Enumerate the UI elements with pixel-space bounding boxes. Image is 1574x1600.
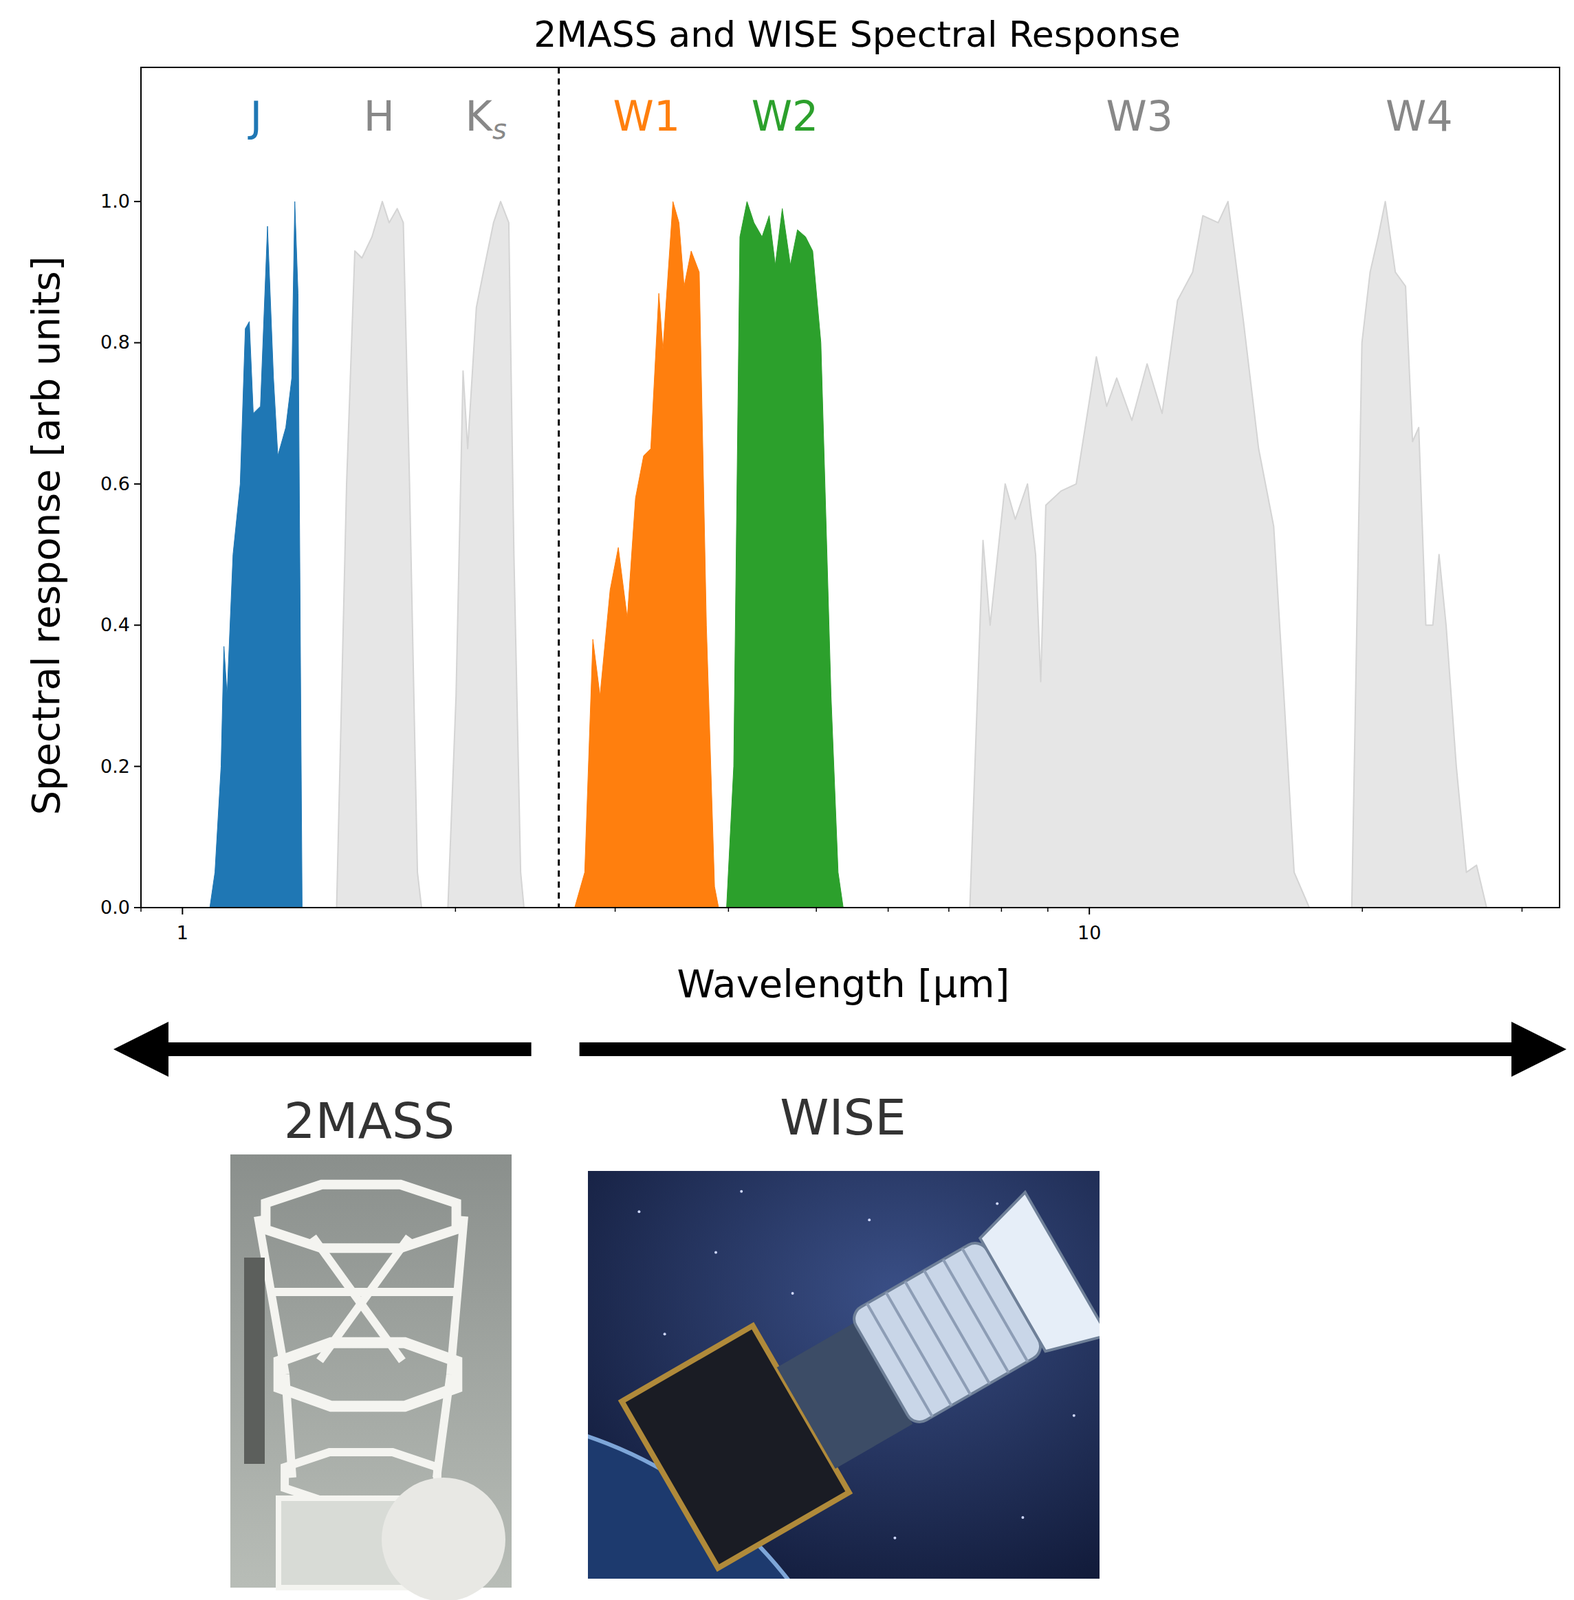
star bbox=[663, 1332, 667, 1336]
filter-response bbox=[447, 201, 524, 908]
x-tick-label: 10 bbox=[1077, 922, 1101, 944]
satellite-scene bbox=[587, 1174, 1100, 1579]
y-axis-title: Spectral response [arb units] bbox=[23, 255, 69, 815]
y-tick bbox=[134, 341, 141, 344]
y-tick bbox=[134, 906, 141, 909]
tube-rib bbox=[943, 1259, 1009, 1374]
y-tick-label: 1.0 bbox=[100, 190, 130, 212]
chart-title: 2MASS and WISE Spectral Response bbox=[533, 13, 1181, 56]
x-minor-tick bbox=[948, 907, 950, 912]
truss bbox=[271, 1287, 458, 1297]
x-minor-tick bbox=[1047, 907, 1049, 912]
y-tick-label: 0.8 bbox=[100, 331, 130, 353]
tube-rib bbox=[886, 1292, 952, 1407]
x-minor-tick bbox=[455, 907, 457, 912]
x-minor-tick bbox=[1521, 907, 1524, 912]
tube-rib bbox=[924, 1270, 990, 1385]
star bbox=[995, 1201, 999, 1205]
star bbox=[791, 1292, 795, 1295]
x-minor-tick bbox=[728, 907, 730, 912]
filter-label: H bbox=[363, 92, 395, 141]
filter-label: J bbox=[246, 92, 262, 141]
arrow-left-head bbox=[113, 1021, 169, 1077]
plot-area bbox=[209, 201, 1487, 908]
filter-response bbox=[209, 201, 302, 908]
instrument-label: WISE bbox=[779, 1088, 907, 1147]
star bbox=[893, 1536, 896, 1540]
mount-wheel bbox=[381, 1477, 506, 1600]
filter-response bbox=[726, 201, 844, 908]
satellite bbox=[621, 1174, 1100, 1568]
filter-response bbox=[574, 201, 719, 908]
truss bbox=[312, 1237, 403, 1361]
y-tick bbox=[134, 483, 141, 485]
filter-response bbox=[1351, 201, 1487, 908]
arrow-left bbox=[162, 1042, 532, 1057]
filter-label: Ks bbox=[465, 92, 507, 146]
star bbox=[637, 1210, 641, 1213]
truss bbox=[436, 1374, 451, 1478]
y-tick bbox=[134, 200, 141, 203]
star bbox=[714, 1251, 718, 1255]
filter-response bbox=[336, 201, 423, 908]
filter-label: W3 bbox=[1105, 92, 1174, 141]
star bbox=[867, 1218, 871, 1222]
truss-ring bbox=[279, 1342, 458, 1407]
star bbox=[739, 1190, 743, 1194]
x-minor-tick bbox=[614, 907, 617, 912]
truss-ring bbox=[265, 1184, 456, 1249]
x-minor-tick bbox=[1361, 907, 1363, 912]
x-tick bbox=[181, 907, 183, 915]
truss bbox=[319, 1237, 410, 1361]
structure bbox=[244, 1257, 265, 1464]
x-minor-tick bbox=[815, 907, 817, 912]
y-tick-label: 0.2 bbox=[100, 755, 130, 778]
x-axis-title: Wavelength [μm] bbox=[677, 961, 1011, 1007]
plot-frame bbox=[140, 67, 1560, 908]
filter-label: W4 bbox=[1385, 92, 1453, 141]
y-tick-label: 0.4 bbox=[100, 614, 130, 636]
star bbox=[1021, 1516, 1024, 1519]
filter-label: W1 bbox=[613, 92, 681, 141]
x-minor-tick bbox=[140, 907, 142, 912]
x-tick bbox=[1088, 907, 1090, 915]
y-tick-label: 0.0 bbox=[100, 896, 130, 918]
arrow-right-head bbox=[1511, 1021, 1567, 1077]
y-tick-label: 0.6 bbox=[100, 473, 130, 495]
divider-line bbox=[557, 67, 560, 908]
tube-rib bbox=[904, 1281, 971, 1396]
x-tick-label: 1 bbox=[176, 922, 189, 944]
x-minor-tick bbox=[887, 907, 890, 912]
satellite-image bbox=[24, 1171, 1112, 1600]
tube-rib bbox=[867, 1303, 933, 1418]
sunshade bbox=[971, 1192, 1100, 1367]
y-tick bbox=[134, 766, 141, 768]
filter-label: W2 bbox=[751, 92, 819, 141]
arrow-right bbox=[579, 1042, 1517, 1057]
x-minor-tick bbox=[1001, 907, 1003, 912]
filter-response bbox=[969, 201, 1310, 908]
y-tick bbox=[134, 624, 141, 626]
star bbox=[1072, 1414, 1076, 1418]
truss bbox=[285, 1374, 293, 1478]
instrument-label: 2MASS bbox=[283, 1091, 456, 1150]
telescope-photo bbox=[230, 1154, 512, 1600]
